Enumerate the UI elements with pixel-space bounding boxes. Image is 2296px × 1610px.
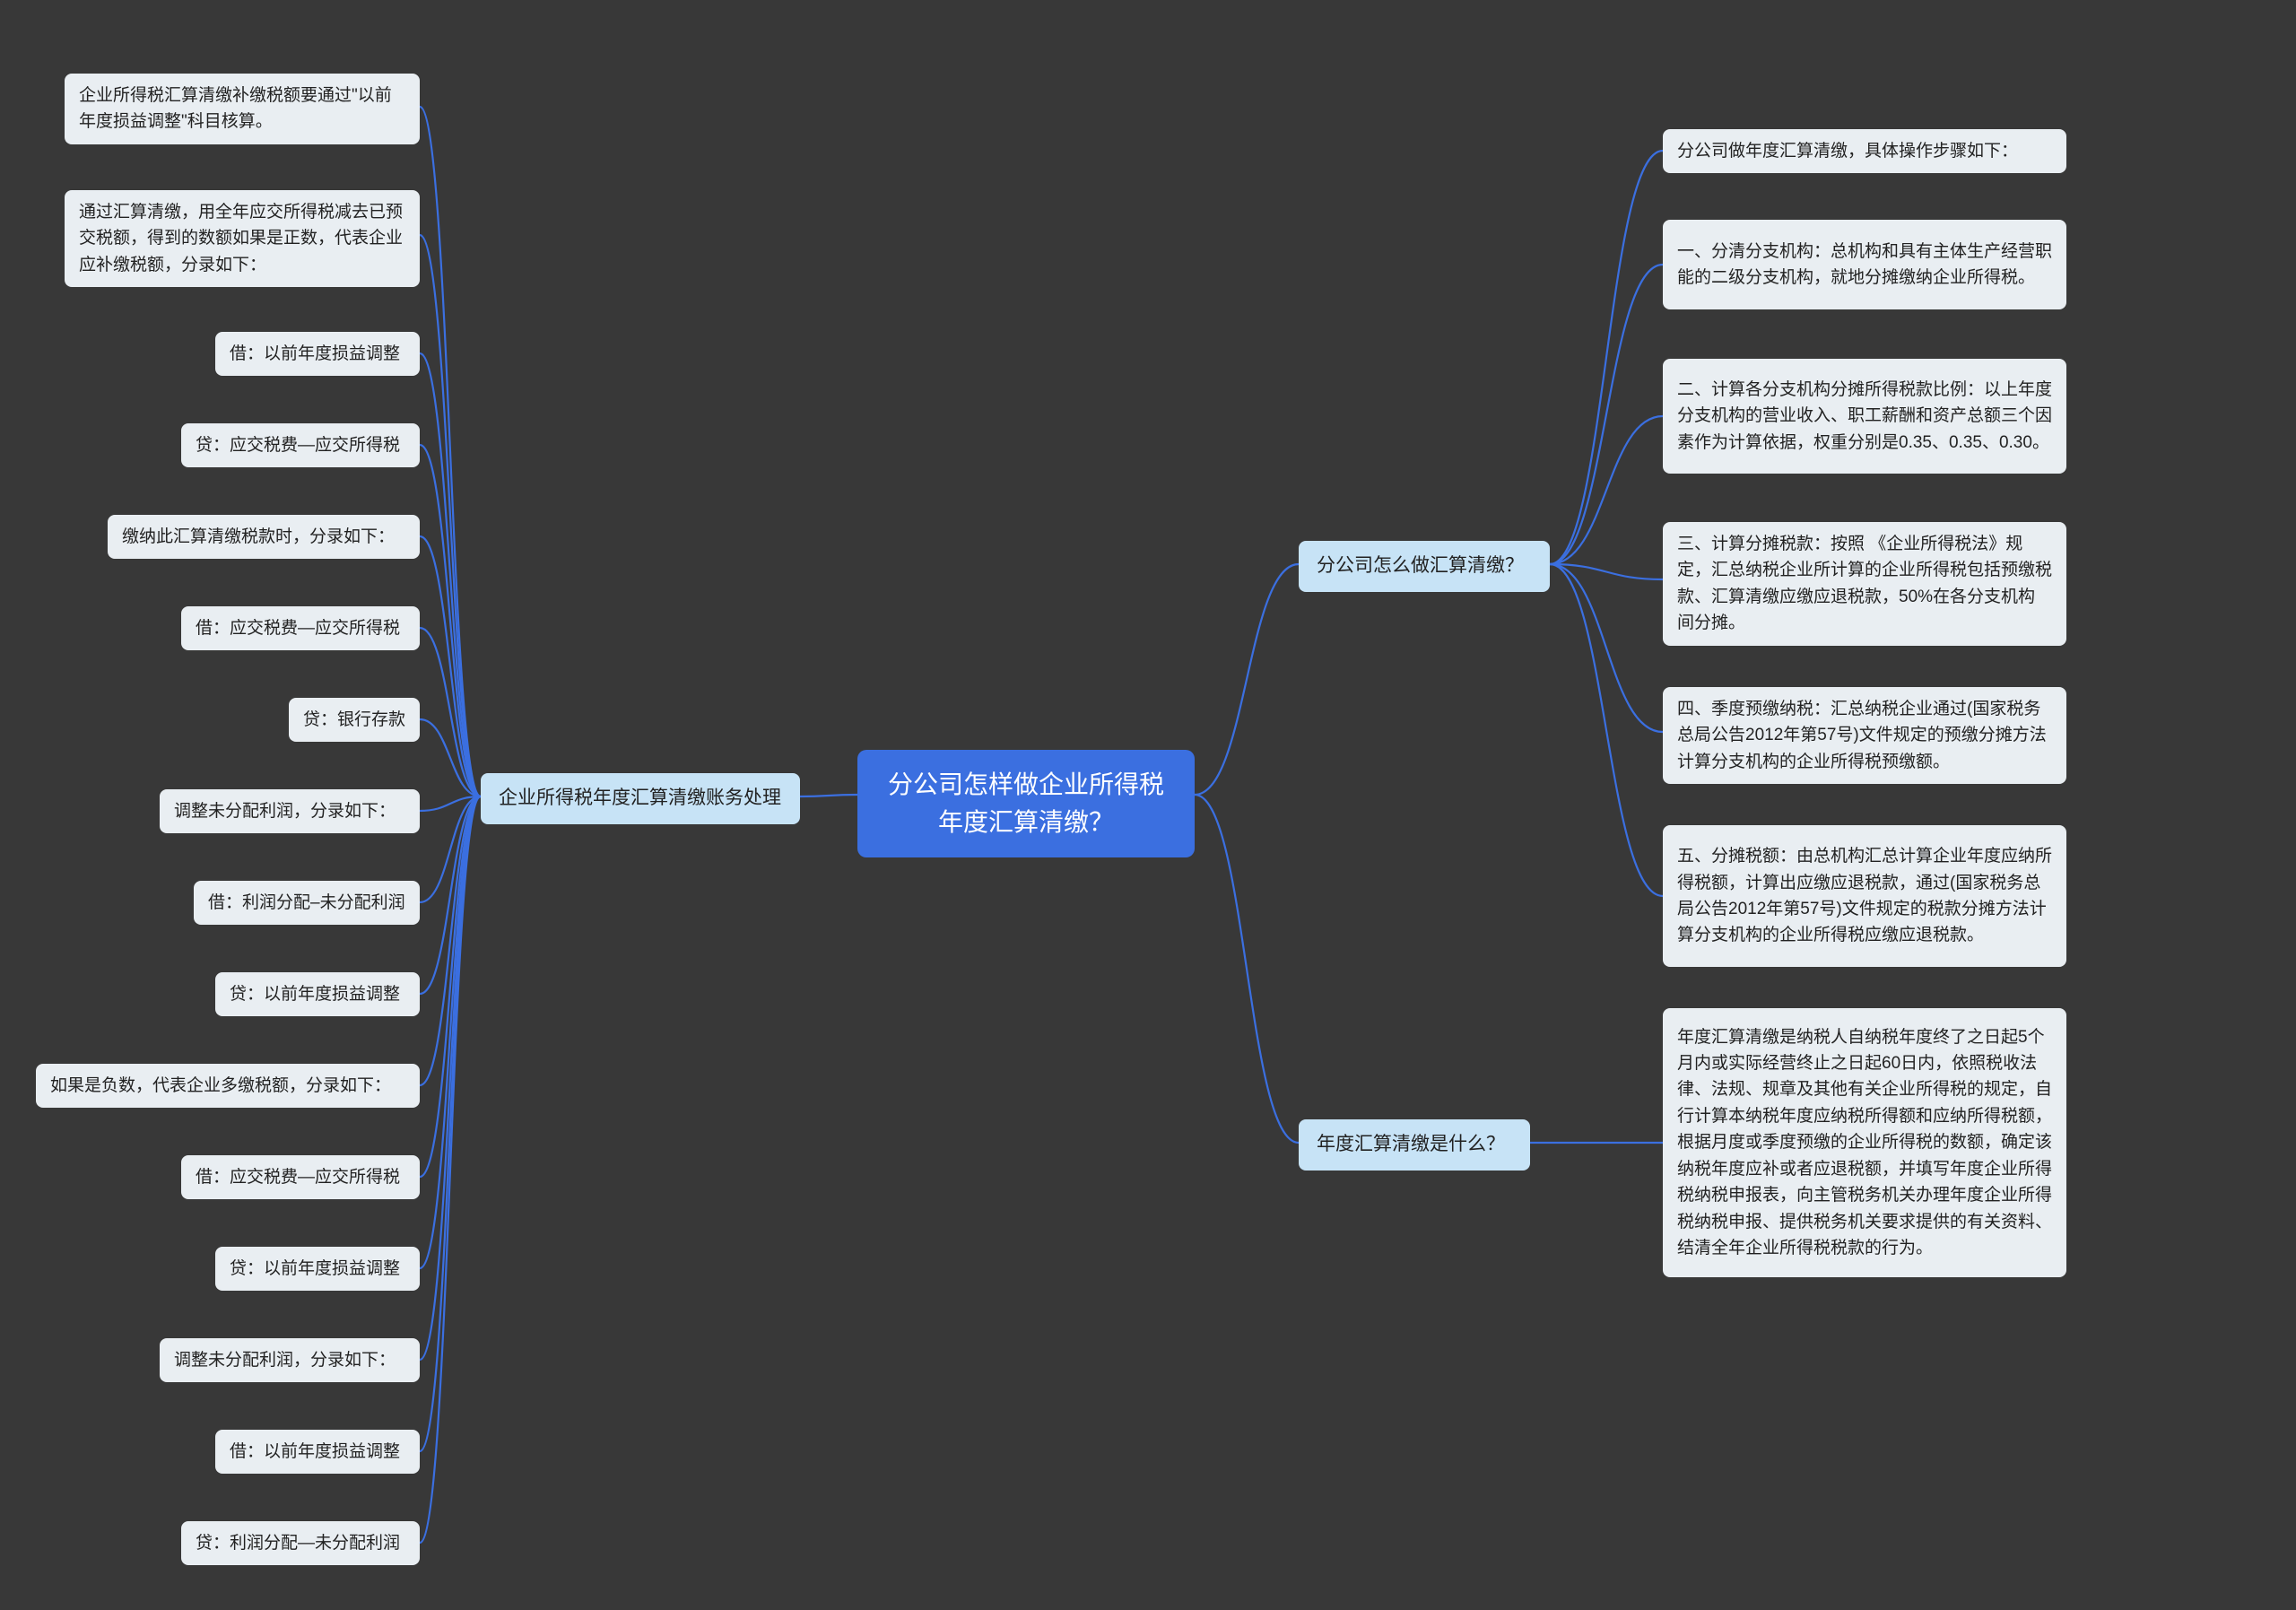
right-leaf-1-0[interactable]: 年度汇算清缴是纳税人自纳税年度终了之日起5个月内或实际经营终止之日起60日内，依…: [1663, 1008, 2066, 1277]
right-leaf-0-0[interactable]: 分公司做年度汇算清缴，具体操作步骤如下：: [1663, 129, 2066, 173]
left-leaf-9[interactable]: 贷：以前年度损益调整: [215, 972, 420, 1016]
right-leaf-0-3[interactable]: 三、计算分摊税款：按照 《企业所得税法》规定，汇总纳税企业所计算的企业所得税包括…: [1663, 522, 2066, 646]
mindmap-canvas: 分公司怎样做企业所得税年度汇算清缴？ 分公司怎么做汇算清缴？ 分公司做年度汇算清缴，…: [0, 0, 2296, 1610]
left-leaf-2[interactable]: 借：以前年度损益调整: [215, 332, 420, 376]
right-leaf-0-4[interactable]: 四、季度预缴纳税：汇总纳税企业通过(国家税务总局公告2012年第57号)文件规定…: [1663, 687, 2066, 784]
right-leaf-0-2[interactable]: 二、计算各分支机构分摊所得税款比例：以上年度分支机构的营业收入、职工薪酬和资产总…: [1663, 359, 2066, 474]
right-branch-1[interactable]: 年度汇算清缴是什么？: [1299, 1119, 1530, 1171]
left-leaf-4[interactable]: 缴纳此汇算清缴税款时，分录如下：: [108, 515, 420, 559]
left-leaf-1[interactable]: 通过汇算清缴，用全年应交所得税减去已预交税额，得到的数额如果是正数，代表企业应补…: [65, 190, 420, 287]
left-leaf-6[interactable]: 贷：银行存款: [289, 698, 420, 742]
left-leaf-15[interactable]: 贷：利润分配—未分配利润: [181, 1521, 420, 1565]
left-leaf-12[interactable]: 贷：以前年度损益调整: [215, 1247, 420, 1291]
left-leaf-14[interactable]: 借：以前年度损益调整: [215, 1430, 420, 1474]
left-branch[interactable]: 企业所得税年度汇算清缴账务处理: [481, 773, 800, 824]
left-leaf-7[interactable]: 调整未分配利润，分录如下：: [160, 789, 420, 833]
left-leaf-13[interactable]: 调整未分配利润，分录如下：: [160, 1338, 420, 1382]
root-node[interactable]: 分公司怎样做企业所得税年度汇算清缴？: [857, 750, 1195, 857]
left-leaf-8[interactable]: 借：利润分配–未分配利润: [194, 881, 420, 925]
left-leaf-11[interactable]: 借：应交税费—应交所得税: [181, 1155, 420, 1199]
left-leaf-0[interactable]: 企业所得税汇算清缴补缴税额要通过"以前年度损益调整"科目核算。: [65, 74, 420, 144]
left-leaf-3[interactable]: 贷：应交税费—应交所得税: [181, 423, 420, 467]
left-leaf-10[interactable]: 如果是负数，代表企业多缴税额，分录如下：: [36, 1064, 420, 1108]
right-branch-0[interactable]: 分公司怎么做汇算清缴？: [1299, 541, 1550, 592]
right-leaf-0-1[interactable]: 一、分清分支机构：总机构和具有主体生产经营职能的二级分支机构，就地分摊缴纳企业所…: [1663, 220, 2066, 309]
right-leaf-0-5[interactable]: 五、分摊税额：由总机构汇总计算企业年度应纳所得税额，计算出应缴应退税款，通过(国…: [1663, 825, 2066, 967]
left-leaf-5[interactable]: 借：应交税费—应交所得税: [181, 606, 420, 650]
